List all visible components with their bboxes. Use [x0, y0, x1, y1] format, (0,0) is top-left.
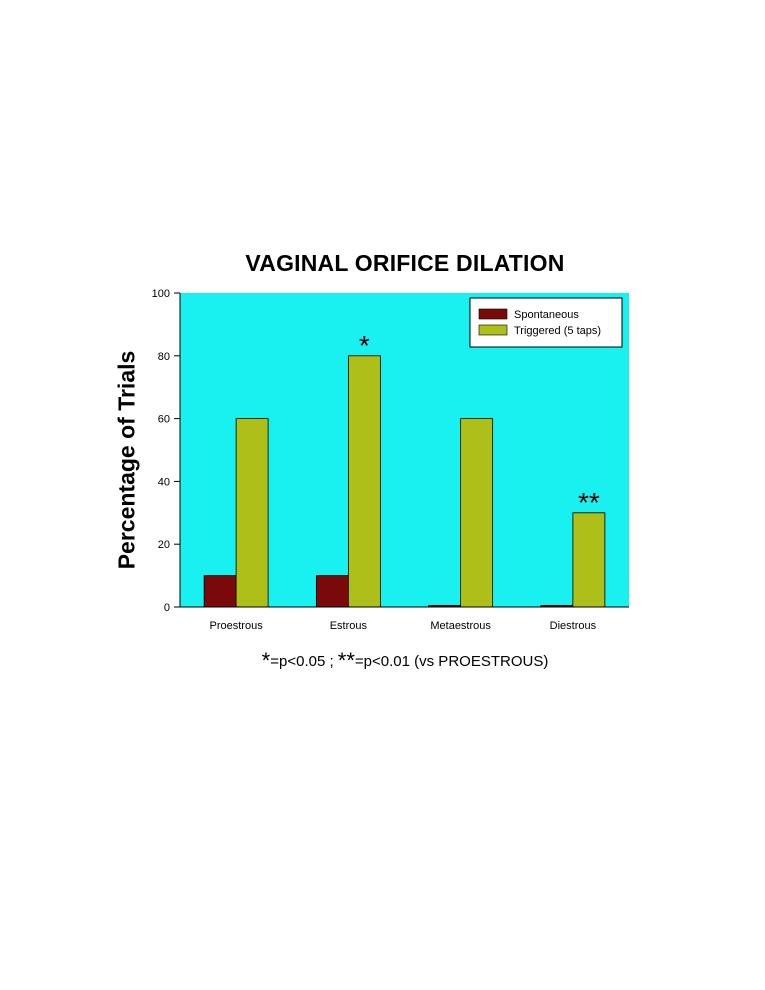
bar [203, 575, 237, 608]
x-tick-label: Estrous [330, 620, 368, 632]
legend-label: Spontaneous [514, 309, 579, 321]
bar [460, 418, 494, 608]
significance-marker: ** [578, 487, 600, 518]
y-tick-label: 100 [152, 288, 170, 300]
footnote-sig-single: * [261, 648, 271, 673]
significance-footnote: *=p<0.05 ; **=p<0.01 (vs PROESTROUS) [180, 648, 630, 674]
legend-box [469, 297, 623, 348]
footnote-sig-double: ** [337, 648, 355, 673]
legend-swatch [478, 308, 508, 320]
bar [347, 355, 381, 608]
y-tick-label: 80 [158, 351, 170, 363]
x-tick-label: Diestrous [550, 620, 597, 632]
bar [572, 512, 606, 608]
legend-swatch [478, 324, 508, 336]
y-tick-label: 0 [164, 602, 170, 614]
footnote-text-double: =p<0.01 (vs PROESTROUS) [354, 653, 549, 670]
y-tick-label: 20 [158, 539, 170, 551]
bar [315, 575, 349, 608]
legend-label: Triggered (5 taps) [514, 325, 601, 337]
significance-marker: * [359, 330, 370, 361]
bar [235, 418, 269, 608]
chart-title: VAGINAL ORIFICE DILATION [245, 250, 565, 276]
y-tick-label: 40 [158, 476, 170, 488]
x-tick-label: Metaestrous [430, 620, 491, 632]
y-tick-label: 60 [158, 414, 170, 426]
footnote-text-single: =p<0.05 ; [270, 653, 338, 670]
x-tick-label: Proestrous [210, 620, 264, 632]
